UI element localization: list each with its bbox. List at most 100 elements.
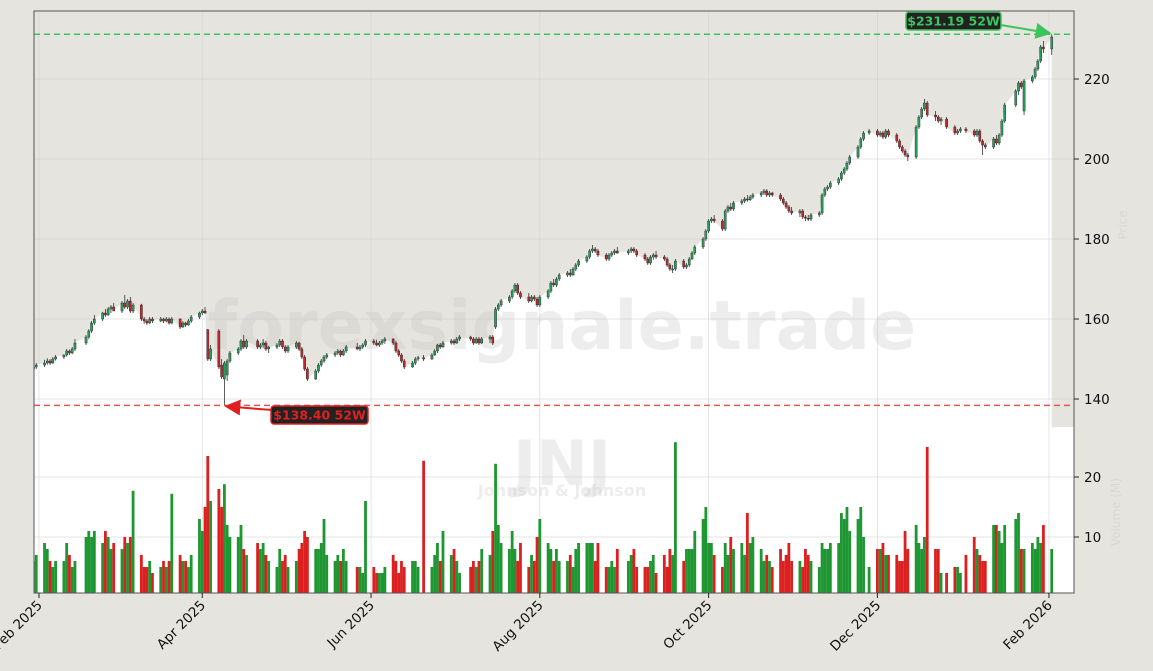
volume-bar <box>364 501 367 593</box>
candle-body <box>596 250 600 256</box>
candle-body <box>342 350 345 356</box>
watermark-text: forexsignale.trade <box>208 287 917 366</box>
volume-bar <box>361 573 365 593</box>
volume-bar <box>787 543 791 593</box>
volume-bar <box>768 561 771 593</box>
volume-bar <box>898 561 901 593</box>
volume-bar <box>845 507 849 593</box>
volume-bar <box>43 543 46 593</box>
candle-body <box>123 302 127 308</box>
volume-bar <box>806 555 810 593</box>
volume-bar <box>848 531 852 593</box>
volume-bar <box>275 567 279 593</box>
candle-body <box>488 336 492 340</box>
candle-body <box>538 296 542 306</box>
volume-bar <box>164 567 168 593</box>
candle-body <box>480 338 484 344</box>
volume-bar <box>510 531 514 593</box>
candle-body <box>1003 104 1006 122</box>
volume-bar <box>519 543 522 593</box>
candle-body <box>93 318 96 324</box>
volume-bar <box>840 513 843 593</box>
volume-bar <box>743 555 746 593</box>
volume-bar <box>671 555 675 593</box>
volume-bar <box>726 555 730 593</box>
volume-bar <box>184 561 188 593</box>
volume-bar <box>220 507 224 593</box>
candle-body <box>593 248 597 252</box>
candle-body <box>740 200 744 204</box>
candle-body <box>959 128 962 132</box>
candle-body <box>867 130 871 134</box>
candle-body <box>898 140 901 148</box>
volume-bar <box>516 561 520 593</box>
candle-body <box>267 346 270 350</box>
candle-body <box>574 264 578 270</box>
volume-bar <box>607 567 611 593</box>
volume-bar <box>1030 543 1034 593</box>
volume-bar <box>236 537 240 593</box>
candle-body <box>104 312 107 316</box>
candle-body <box>140 304 143 320</box>
candle-body <box>964 128 968 132</box>
candle-body <box>223 362 226 380</box>
candle-body <box>920 108 923 118</box>
candle-body <box>566 272 569 276</box>
candle-body <box>726 206 730 212</box>
volume-bar <box>914 525 918 593</box>
volume-bar <box>707 543 711 593</box>
candle-body <box>126 300 129 308</box>
volume-bar <box>687 549 691 593</box>
volume-bar <box>383 567 387 593</box>
volume-bar <box>994 525 998 593</box>
volume-bar <box>925 447 929 593</box>
candle-body <box>751 194 755 198</box>
volume-bar <box>391 555 395 593</box>
volume-bar <box>167 561 171 593</box>
candle-body <box>416 357 420 360</box>
volume-bar <box>452 549 456 593</box>
volume-bar <box>532 561 536 593</box>
volume-bar <box>745 513 749 593</box>
candle-body <box>635 250 638 256</box>
candle-body <box>314 370 318 380</box>
candle-body <box>939 118 943 122</box>
volume-bar <box>615 549 619 593</box>
candle-body <box>685 264 688 268</box>
volume-bar <box>92 531 96 593</box>
candle-body <box>380 340 384 344</box>
candle-body <box>101 312 104 320</box>
candle-body <box>1036 60 1040 70</box>
candle-body <box>303 356 306 370</box>
candle-body <box>568 272 572 276</box>
candle-body <box>164 318 168 322</box>
volume-bar <box>203 507 207 593</box>
volume-bar <box>300 543 304 593</box>
volume-bar <box>555 549 558 593</box>
volume-bar <box>765 555 769 593</box>
watermark-company: Johnson & Johnson <box>477 481 646 500</box>
volume-bar <box>1017 513 1020 593</box>
volume-bar <box>732 549 735 593</box>
volume-bar <box>837 543 841 593</box>
volume-bar <box>1000 543 1004 593</box>
candle-body <box>364 340 367 346</box>
candle-body <box>438 344 442 348</box>
candle-body <box>632 248 636 252</box>
volume-bar <box>790 561 794 593</box>
candle-body <box>375 342 378 346</box>
candle-body <box>469 336 472 340</box>
candle-body <box>654 254 658 258</box>
candle-body <box>527 296 531 302</box>
volume-bar <box>355 567 359 593</box>
candle-body <box>729 206 733 210</box>
candle-body <box>106 308 110 316</box>
candle-body <box>585 256 589 262</box>
volume-bar <box>339 561 343 593</box>
candle-body <box>826 186 829 190</box>
candle-body <box>651 254 655 258</box>
volume-bar <box>1039 543 1043 593</box>
52w-high-label: $231.19 52W <box>907 14 1000 29</box>
volume-bar <box>828 543 832 593</box>
candle-body <box>552 282 555 286</box>
